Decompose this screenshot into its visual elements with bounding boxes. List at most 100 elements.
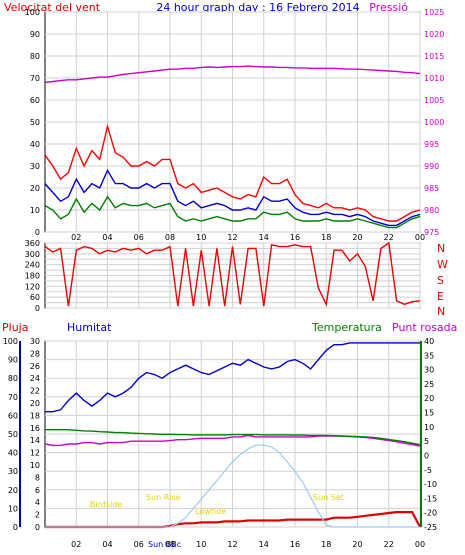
wind-tick-label: 40 [30,140,40,149]
annotation-lowtide: Lowtide [195,507,226,516]
wind-x-tick-label: 14 [259,233,269,242]
humidity-tick-label: 50 [8,430,18,439]
series-humidity [45,342,420,413]
lower-x-tick-label: 10 [196,540,206,549]
temperature-tick-label: 0 [424,451,429,460]
wind-tick-label: 10 [30,206,40,215]
humidity-axis: 0 10 20 30 40 50 60 70 80 90 100 [3,337,21,532]
lower-x-tick-label: 18 [321,540,331,549]
wind-panel-grid [45,11,421,233]
temperature-tick-label: 25 [424,380,434,389]
rain-tick-label: 4 [35,498,40,507]
header-title: 24 hour graph day : 16 Febrero 2014 [156,1,359,14]
lower-x-axis: 02 04 06 08 10 12 14 16 18 20 22 00 [71,540,425,549]
rain-tick-label: 18 [30,411,40,420]
annotation-sunbb: Sun BBc [148,540,181,549]
direction-tick-label: 240 [25,261,40,270]
series-average [44,168,421,227]
lower-x-tick-label: 04 [102,540,112,549]
annotation-sunset: Sun Set [313,493,344,502]
wind-tick-label: 0 [35,228,40,237]
wind-speed-axis: 0 10 20 30 40 50 60 70 80 90 100 [25,8,40,237]
lower-x-tick-label: 06 [134,540,144,549]
wind-x-tick-label: 06 [134,233,144,242]
label-humitat: Humitat [67,321,112,334]
humidity-tick-label: 10 [8,504,18,513]
wind-x-axis: 02 04 06 08 10 12 14 16 18 20 22 00 [71,233,425,242]
pressure-tick-label: 1010 [424,74,444,83]
pressure-tick-label: 985 [424,184,439,193]
pressure-tick-label: 1025 [424,8,444,17]
rain-tick-label: 26 [30,362,40,371]
rain-tick-label: 12 [30,449,40,458]
humidity-tick-label: 80 [8,374,18,383]
pressure-tick-label: 975 [424,228,439,237]
label-temperatura: Temperatura [311,321,382,334]
lower-x-tick-label: 08 [165,540,175,549]
lower-x-tick-label: 22 [384,540,394,549]
rain-tick-label: 14 [30,436,40,445]
lower-x-tick-label: 02 [71,540,81,549]
series-pressure [44,65,421,84]
rain-tick-label: 0 [35,523,40,532]
pressure-tick-label: 1015 [424,52,444,61]
temperature-tick-label: 30 [424,366,434,375]
wind-tick-label: 90 [30,30,40,39]
temperature-tick-label: 15 [424,409,434,418]
lower-x-tick-label: 20 [352,540,362,549]
wind-tick-label: 20 [30,184,40,193]
wind-tick-label: 80 [30,52,40,61]
temperature-tick-label: 10 [424,423,434,432]
wind-tick-label: 60 [30,96,40,105]
wind-x-tick-label: 18 [321,233,331,242]
temperature-tick-label: -20 [424,509,437,518]
series-gust [44,123,421,222]
rain-tick-label: 10 [30,461,40,470]
label-punt-rosada: Punt rosada [392,321,457,334]
series-temperature [45,429,421,446]
direction-tick-label: 300 [25,250,40,259]
annotation-sunrise: Sun Rise [146,493,181,502]
annotation-birdside: Birdside [90,500,122,509]
dir-letter-n-top: N [437,242,445,255]
temperature-tick-label: 40 [424,337,434,346]
lower-x-tick-label: 00 [415,540,425,549]
temperature-tick-label: 5 [424,437,429,446]
wind-x-tick-label: 12 [227,233,237,242]
humidity-tick-label: 20 [8,486,18,495]
wind-x-tick-label: 10 [196,233,206,242]
wind-tick-label: 100 [25,8,40,17]
series-low [44,195,421,229]
series-sun [45,444,420,528]
direction-tick-label: 120 [25,282,40,291]
direction-panel-grid [45,242,421,309]
rain-tick-label: 20 [30,399,40,408]
wind-tick-label: 70 [30,74,40,83]
wind-tick-label: 50 [30,118,40,127]
pressure-tick-label: 990 [424,162,439,171]
temperature-tick-label: 20 [424,394,434,403]
temperature-tick-label: -10 [424,480,437,489]
wind-x-tick-label: 16 [290,233,300,242]
rain-tick-label: 2 [35,511,40,520]
dir-letter-e: E [437,290,444,303]
temperature-axis: -25 -20 -15 -10 -5 0 5 10 15 20 25 30 35 40 [420,337,437,532]
direction-series [44,241,421,307]
pressure-tick-label: 980 [424,206,439,215]
wind-x-tick-label: 04 [102,233,112,242]
temperature-tick-label: -25 [424,523,437,532]
humidity-tick-label: 70 [8,393,18,402]
header-left: Velocitat del vent [4,1,101,14]
wind-x-tick-label: 08 [165,233,175,242]
label-pluja: Pluja [2,321,28,334]
dir-letter-w: W [437,258,448,271]
rain-tick-label: 8 [35,473,40,482]
humidity-tick-label: 40 [8,449,18,458]
wind-tick-label: 30 [30,162,40,171]
direction-tick-label: 0 [35,304,40,313]
wind-x-tick-label: 00 [415,233,425,242]
humidity-tick-label: 0 [13,523,18,532]
